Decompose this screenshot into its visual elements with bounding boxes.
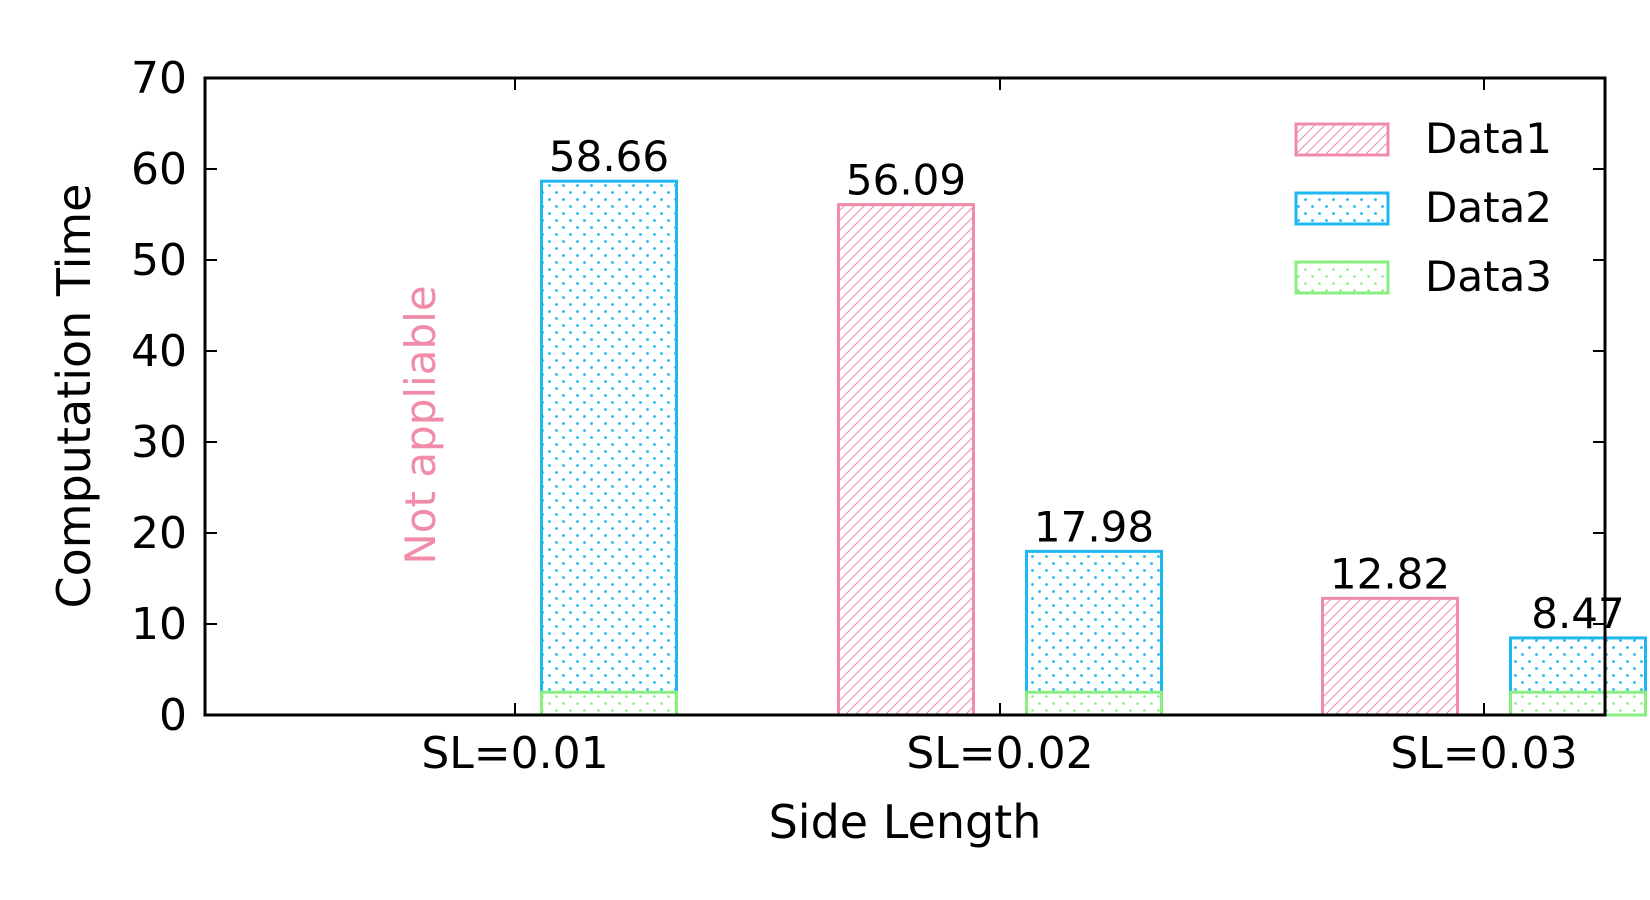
bars-layer	[540, 179, 1647, 717]
data-label-data2-2: 8.47	[1531, 589, 1625, 638]
y-tick-label: 40	[131, 326, 187, 377]
y-tick-label: 20	[131, 508, 187, 559]
legend-label-data3: Data3	[1425, 252, 1552, 301]
annotation-layer: Not appliable	[396, 285, 445, 564]
y-axis: 0 10 20 30 40 50 60 70	[131, 53, 1605, 741]
x-tick-label: SL=0.01	[421, 728, 608, 779]
bar-data3-2	[1509, 690, 1647, 717]
y-axis-label: Computation Time	[47, 184, 101, 609]
x-tick-label: SL=0.02	[906, 728, 1093, 779]
not-applicable-annotation: Not appliable	[396, 285, 445, 564]
y-tick-label: 0	[159, 690, 187, 741]
legend-label-data1: Data1	[1425, 114, 1552, 163]
legend: Data1 Data2 Data3	[1294, 114, 1552, 301]
bar-data2-0	[540, 179, 678, 717]
data-labels-layer: 56.09 12.82 58.66 17.98 8.47	[549, 132, 1625, 638]
x-axis-label: Side Length	[769, 795, 1042, 849]
bar-data3-0	[540, 690, 678, 717]
y-tick-label: 50	[131, 235, 187, 286]
data-label-data2-1: 17.98	[1034, 502, 1154, 551]
bar-data1-2	[1321, 596, 1459, 717]
data-label-data1-1: 56.09	[846, 156, 966, 205]
y-tick-label: 30	[131, 417, 187, 468]
data-label-data2-0: 58.66	[549, 132, 669, 181]
legend-label-data2: Data2	[1425, 183, 1552, 232]
legend-swatch-data2	[1294, 191, 1390, 226]
y-tick-label: 60	[131, 144, 187, 195]
y-tick-label: 10	[131, 599, 187, 650]
bar-data1-1	[837, 203, 975, 717]
x-tick-label: SL=0.03	[1390, 728, 1577, 779]
y-tick-label: 70	[131, 53, 187, 104]
bar-data3-1	[1025, 690, 1163, 717]
plot-frame	[203, 76, 1607, 717]
x-axis: SL=0.01 SL=0.02 SL=0.03	[421, 78, 1578, 779]
legend-swatch-data3	[1294, 260, 1390, 295]
data-label-data1-2: 12.82	[1330, 549, 1450, 598]
legend-swatch-data1	[1294, 122, 1390, 157]
bar-data2-1	[1025, 549, 1163, 717]
